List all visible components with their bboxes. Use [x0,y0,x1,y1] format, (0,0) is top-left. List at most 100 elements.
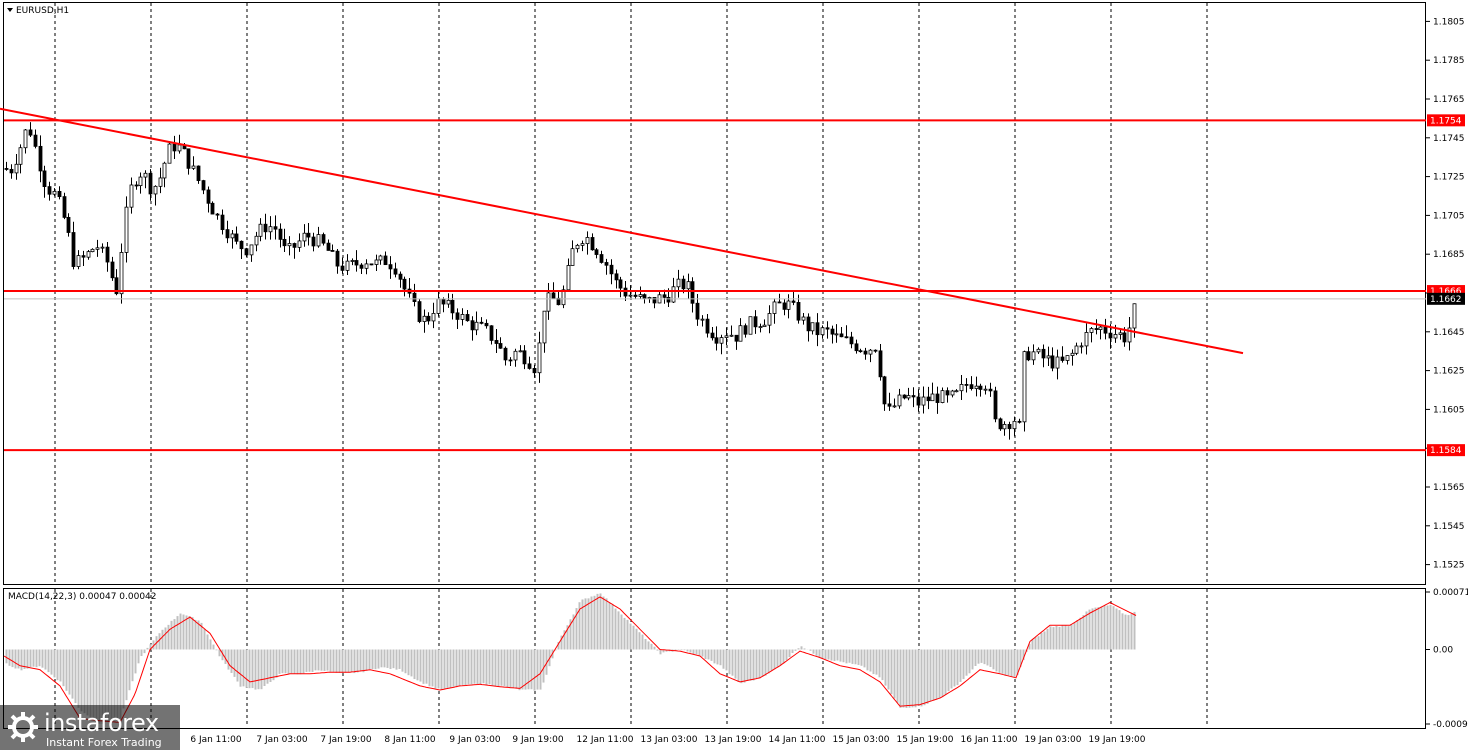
candle-body [230,233,235,239]
candle-body [1127,327,1132,343]
candle-body [1055,356,1060,369]
candle-body [820,327,825,336]
candle-body [1074,345,1079,354]
candle-body [9,168,14,174]
candle-body [383,255,388,266]
candle-body [398,273,403,280]
candle-body [4,168,9,170]
symbol-dropdown-icon[interactable] [7,8,13,12]
price-tick-label: 1.1705 [1433,211,1465,221]
candle-body [662,294,667,298]
candle-body [599,254,604,263]
candle-body [796,302,801,321]
candle-body [522,350,527,365]
price-tick-label: 1.1625 [1433,367,1465,377]
candle-body [834,333,839,336]
watermark-subtitle: Instant Forex Trading [46,736,162,749]
candle-body [993,390,998,420]
candle-body [959,384,964,392]
candle-body [393,268,398,275]
watermark: instaforex Instant Forex Trading [0,705,180,750]
candle-body [945,390,950,396]
candle-body [633,294,638,297]
candle-body [1084,332,1089,347]
price-tick-label: 1.1745 [1433,134,1465,144]
watermark-brand: instaforex [44,709,159,737]
candle-body [359,264,364,269]
candle-body [969,384,974,389]
current-price-tag [1427,292,1465,305]
level-price-label: 1.1584 [1430,446,1462,456]
candle-body [345,260,350,271]
candle-body [1094,328,1099,330]
candle-body [306,232,311,238]
candle-body [465,314,470,322]
descending-trendline [0,107,1244,355]
time-tick-label: 19 Jan 19:00 [1089,735,1146,745]
candle-body [431,313,436,322]
candle-body [902,394,907,399]
candle-body [1002,424,1007,430]
candle-body [1017,420,1022,423]
candle-body [71,232,76,267]
candle-body [978,385,983,390]
candle-body [234,233,239,242]
candle-body [911,395,916,398]
candle-body [374,259,379,265]
candle-body [575,244,580,250]
candle-body [642,294,647,299]
candle-body [426,315,431,322]
candle-body [282,238,287,247]
current-price-label: 1.1662 [1430,295,1462,305]
candle-body [743,325,748,335]
candle-body [33,134,38,147]
candle-body [1079,345,1084,348]
price-tick-label: 1.1725 [1433,173,1465,183]
candle-body [18,147,23,165]
candle-body [498,343,503,349]
candle-body [258,223,263,237]
candle-body [172,143,177,152]
candle-body [1022,351,1027,423]
candle-body [762,324,767,328]
candle-body [158,177,163,187]
candle-body [594,249,599,255]
candle-body [474,321,479,331]
candle-body [23,129,28,149]
candle-body [100,246,105,249]
candle-body [729,334,734,337]
time-tick-label: 13 Jan 19:00 [705,735,762,745]
candle-body [652,297,657,304]
price-chart-frame [3,2,1426,585]
candle-body [489,325,494,341]
macd-signal-line [3,596,1137,723]
candle-body [714,337,719,344]
candle-body [618,279,623,289]
level-price-tag [1427,114,1465,127]
candle-body [422,315,427,322]
candle-body [748,316,753,335]
candle-body [863,350,868,355]
horizontal-levels: 1.1754 1.1666 1.1584 1.1662 [4,114,1465,457]
candle-body [705,318,710,334]
macd-indicator [3,593,1137,724]
candle-body [623,287,628,297]
candle-body [287,243,292,247]
candle-body [906,395,911,399]
candle-body [839,333,844,338]
candle-body [210,202,215,215]
candle-body [263,223,268,233]
candle-body [1036,348,1041,353]
candle-body [86,251,91,258]
candle-body [954,390,959,393]
candle-body [551,292,556,299]
candle-body [710,332,715,339]
candle-body [119,252,124,295]
price-tick-label: 1.1565 [1433,483,1465,493]
candle-body [38,145,43,172]
candle-body [777,301,782,304]
candle-body [177,144,182,152]
candle-body [354,260,359,266]
candle-body [1060,356,1065,361]
candle-body [815,322,820,336]
